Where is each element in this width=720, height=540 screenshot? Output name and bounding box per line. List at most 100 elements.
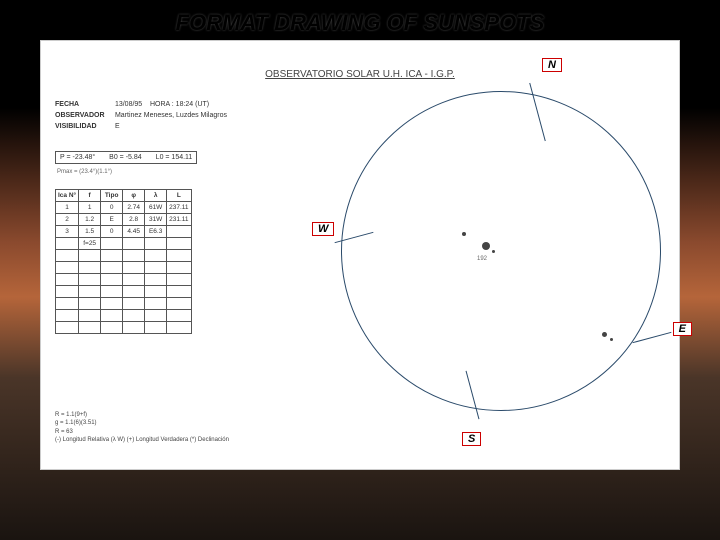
legend-notes: (-) Longitud Relativa (λ W) (+) Longitud…: [55, 436, 229, 444]
table-cell: 1: [79, 202, 101, 214]
table-cell: [79, 262, 101, 274]
table-cell: [101, 274, 123, 286]
sunspot-mark: [482, 242, 490, 250]
page-title: FORMAT DRAWING OF SUNSPOTS: [0, 0, 720, 40]
table-cell: [123, 322, 145, 334]
axis-w-line: [335, 232, 374, 243]
table-row: [56, 286, 192, 298]
table-cell: [167, 298, 191, 310]
fecha-value: 13/08/95: [115, 101, 142, 108]
table-cell: [56, 274, 79, 286]
g-calc: g = 1.1(6)(3.51): [55, 419, 229, 427]
table-cell: [56, 322, 79, 334]
table-cell: 2: [56, 214, 79, 226]
table-cell: [145, 286, 167, 298]
table-cell: [56, 262, 79, 274]
axis-e-line: [633, 332, 672, 343]
table-cell: [79, 250, 101, 262]
table-cell: 2.8: [123, 214, 145, 226]
compass-w-label: W: [312, 222, 334, 236]
table-cell: [145, 310, 167, 322]
table-cell: 0: [101, 226, 123, 238]
table-cell: [101, 298, 123, 310]
table-cell: 3: [56, 226, 79, 238]
table-cell: [167, 310, 191, 322]
table-cell: [56, 310, 79, 322]
small-note: Pmax = (23.4°)(1.1°): [57, 169, 112, 175]
table-cell: 1.2: [79, 214, 101, 226]
axis-s-line: [466, 371, 480, 420]
table-cell: [123, 238, 145, 250]
table-cell: [123, 262, 145, 274]
table-cell: [167, 250, 191, 262]
table-cell: [101, 262, 123, 274]
table-cell: E6.3: [145, 226, 167, 238]
table-cell: [167, 262, 191, 274]
table-cell: 4.45: [123, 226, 145, 238]
table-row: [56, 274, 192, 286]
table-cell: [123, 286, 145, 298]
params-box: P = -23.48° B0 = -5.84 L0 = 154.11: [55, 151, 197, 164]
table-header-cell: L: [167, 190, 191, 202]
hora-value: 18:24 (UT): [176, 101, 209, 108]
table-cell: [145, 238, 167, 250]
table-cell: [145, 250, 167, 262]
table-header-cell: λ: [145, 190, 167, 202]
compass-s-label: S: [462, 432, 481, 446]
table-cell: 61W: [145, 202, 167, 214]
table-cell: [101, 238, 123, 250]
table-cell: [101, 322, 123, 334]
table-cell: 1: [56, 202, 79, 214]
table-cell: [123, 274, 145, 286]
table-cell: [123, 250, 145, 262]
table-cell: [101, 286, 123, 298]
table-cell: [167, 238, 191, 250]
table-cell: [167, 286, 191, 298]
table-row: 31.504.45E6.3: [56, 226, 192, 238]
table-header-cell: f: [79, 190, 101, 202]
table-cell: [79, 274, 101, 286]
table-cell: [79, 286, 101, 298]
compass-n-label: N: [542, 58, 562, 72]
doc-header: OBSERVATORIO SOLAR U.H. ICA - I.G.P.: [41, 69, 679, 80]
footer-notes: R = 1.1(9+f) g = 1.1(6)(3.51) R = 63 (-)…: [55, 411, 229, 445]
table-cell: E: [101, 214, 123, 226]
table-header-row: Ica N°fTipoφλL: [56, 190, 192, 202]
table-row: [56, 262, 192, 274]
sunspot-mark: [602, 332, 607, 337]
table-cell: [79, 322, 101, 334]
table-cell: 231.11: [167, 214, 191, 226]
param-p: P = -23.48°: [60, 154, 95, 161]
observador-value: Martinez Meneses, Luzdes Milagros: [115, 112, 227, 119]
table-cell: [123, 310, 145, 322]
meta-block: FECHA 13/08/95 HORA : 18:24 (UT) OBSERVA…: [55, 99, 227, 133]
table-header-cell: φ: [123, 190, 145, 202]
compass-e-label: E: [673, 322, 692, 336]
data-table: Ica N°fTipoφλL 1102.7461W237.1121.2E2.83…: [55, 189, 192, 334]
table-cell: [167, 322, 191, 334]
table-cell: 31W: [145, 214, 167, 226]
table-cell: [56, 298, 79, 310]
sunspot-mark: [492, 250, 495, 253]
table-cell: [167, 226, 191, 238]
table-cell: f=25: [79, 238, 101, 250]
table-cell: 237.11: [167, 202, 191, 214]
table-cell: 1.5: [79, 226, 101, 238]
table-cell: [123, 298, 145, 310]
table-cell: [101, 310, 123, 322]
table-cell: [145, 262, 167, 274]
table-row: 1102.7461W237.11: [56, 202, 192, 214]
fecha-label: FECHA: [55, 99, 113, 110]
visibilidad-value: E: [115, 123, 120, 130]
table-cell: [101, 250, 123, 262]
table-header-cell: Tipo: [101, 190, 123, 202]
document-sheet: OBSERVATORIO SOLAR U.H. ICA - I.G.P. FEC…: [40, 40, 680, 470]
table-cell: [79, 310, 101, 322]
table-header-cell: Ica N°: [56, 190, 79, 202]
axis-n-line: [529, 83, 545, 141]
r-calc: R = 1.1(9+f): [55, 411, 229, 419]
table-cell: 0: [101, 202, 123, 214]
table-cell: [56, 238, 79, 250]
hora-label: HORA :: [150, 101, 174, 108]
table-row: 21.2E2.831W231.11: [56, 214, 192, 226]
